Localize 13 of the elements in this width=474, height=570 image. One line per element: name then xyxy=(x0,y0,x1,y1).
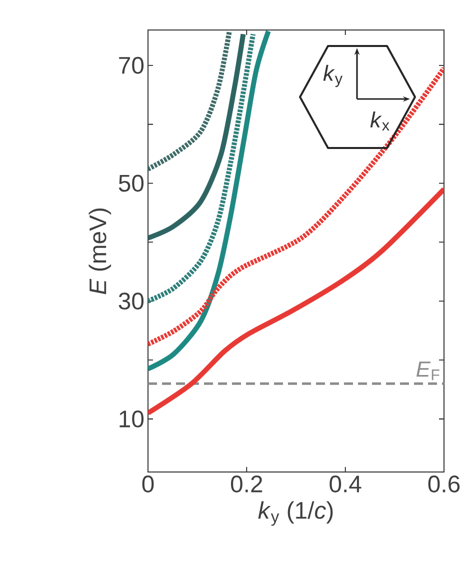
y-tick-label: 30 xyxy=(118,292,144,310)
y-tick-label: 70 xyxy=(119,56,144,74)
x-tick-label: 0.2 xyxy=(230,476,262,492)
x-tick-label: 0.6 xyxy=(428,476,460,492)
x-tick-label: 0.4 xyxy=(330,476,362,492)
annotation: k$_{y}$ xyxy=(323,64,342,88)
x-axis-title: k$_{y}$ (1/c) xyxy=(258,501,333,526)
annotation: k$_{x}$ xyxy=(370,111,390,130)
y-axis-title: E (meV) xyxy=(88,208,112,294)
y-tick-label: 50 xyxy=(118,174,144,192)
ref-line-label: E$_{F}$ xyxy=(416,362,440,380)
x-tick-label: 0 xyxy=(142,476,154,492)
y-tick-label: 10 xyxy=(120,410,144,428)
